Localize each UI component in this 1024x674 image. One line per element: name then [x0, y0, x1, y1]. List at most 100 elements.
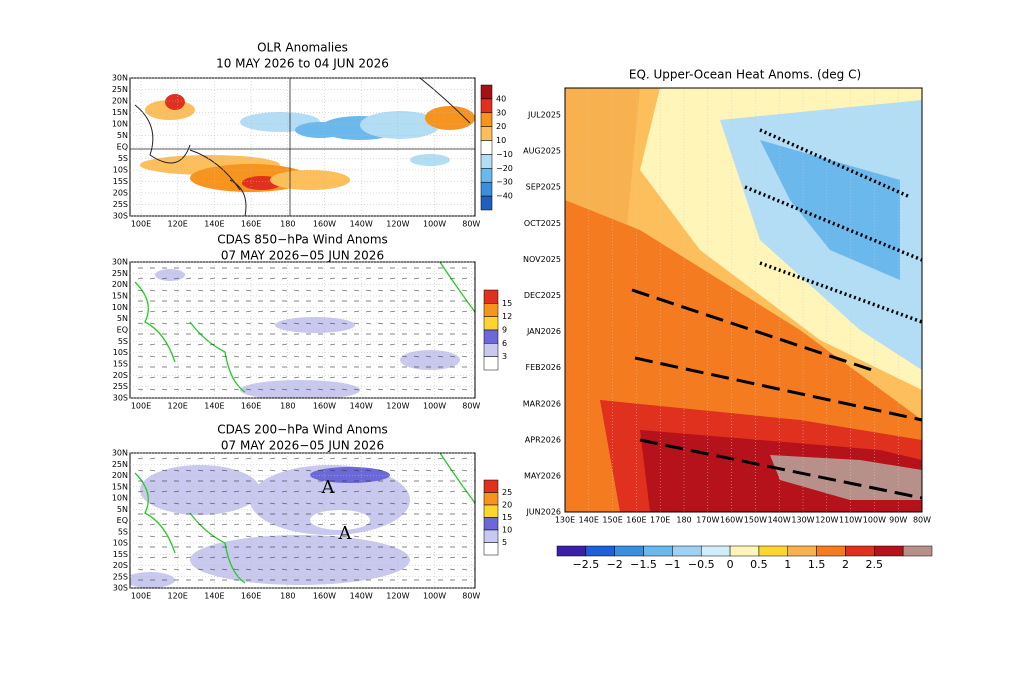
lat-label: 5N: [117, 314, 128, 323]
wind-vector: [329, 322, 336, 325]
wind-vector: [305, 535, 312, 538]
wind-vector: [401, 322, 408, 325]
lon-label: 80W: [462, 402, 480, 411]
wind-vector: [257, 556, 264, 559]
wind-vector: [233, 523, 240, 526]
colorbar-box: [643, 545, 673, 557]
lon-label: 160W: [313, 592, 336, 601]
lon-label: 80W: [913, 516, 931, 525]
wind-vector: [341, 523, 348, 526]
panel-title: 10 MAY 2026 to 04 JUN 2026: [216, 57, 389, 71]
wind-vector: [185, 535, 192, 538]
lat-label: 15N: [112, 108, 128, 117]
wind-vector: [353, 535, 360, 538]
lat-label: 20N: [112, 471, 128, 480]
wind-vector: [413, 490, 420, 493]
colorbar-box: [483, 517, 499, 531]
wind-vector: [209, 388, 216, 391]
wind-vector: [305, 343, 312, 346]
lat-label: 15S: [113, 360, 128, 369]
wind-vector: [209, 355, 216, 358]
wind-vector: [461, 388, 468, 391]
wind-vector: [413, 376, 420, 379]
wind-vector: [389, 457, 396, 460]
colorbar-label: 2: [842, 558, 849, 571]
wind-vector: [221, 502, 228, 505]
wind-vector: [377, 322, 384, 325]
wind-vector: [245, 289, 252, 292]
map-field: [130, 453, 475, 588]
wind-vector: [209, 502, 216, 505]
lon-label: 140W: [350, 220, 373, 229]
lat-label: 30N: [112, 258, 128, 267]
wind-vector: [161, 523, 168, 526]
wind-vector: [149, 535, 156, 538]
wind-vector: [221, 568, 228, 571]
wind-vector: [425, 376, 432, 379]
wind-vector: [449, 523, 456, 526]
wind-vector: [353, 457, 360, 460]
wind-vector: [329, 535, 336, 538]
wind-vector: [149, 556, 156, 559]
wind-vector: [461, 277, 468, 280]
wind-vector: [341, 568, 348, 571]
wind-vector: [317, 376, 324, 379]
wind-vector: [293, 502, 300, 505]
wind-vector: [341, 322, 348, 325]
wind-vector: [317, 490, 324, 493]
wind-vector: [173, 457, 180, 460]
lon-label: 100E: [131, 592, 151, 601]
colorbar-label: 12: [502, 312, 512, 321]
wind-vector: [437, 469, 444, 472]
wind-vector: [209, 277, 216, 280]
wind-vector: [293, 388, 300, 391]
wind-vector: [137, 376, 144, 379]
wind-vector: [413, 523, 420, 526]
wind-vector: [221, 310, 228, 313]
anomaly-region: [400, 350, 460, 370]
wind-vector: [245, 502, 252, 505]
annotation: A: [321, 477, 336, 498]
wind-vector: [173, 535, 180, 538]
wind-vector: [197, 277, 204, 280]
wind-vector: [401, 277, 408, 280]
wind-vector: [173, 376, 180, 379]
lat-label: 10N: [112, 494, 128, 503]
wind-vector: [185, 376, 192, 379]
lat-label: 25S: [113, 572, 128, 581]
wind-vector: [365, 490, 372, 493]
field-colder: [760, 140, 900, 280]
wind-vector: [401, 568, 408, 571]
wind-vector: [305, 388, 312, 391]
wind-vector: [257, 457, 264, 460]
wind-vector: [269, 277, 276, 280]
wind-vector: [173, 556, 180, 559]
wind-vector: [209, 289, 216, 292]
wind-vector: [329, 469, 336, 472]
wind-vector: [305, 469, 312, 472]
wind-vector: [293, 343, 300, 346]
colorbar-box: [483, 329, 499, 344]
dotted-trend: [744, 185, 923, 262]
wind-vector: [317, 322, 324, 325]
lon-label: 170W: [696, 516, 719, 525]
wind-vector: [137, 355, 144, 358]
wind-vector: [377, 523, 384, 526]
colorbar-box: [672, 545, 702, 557]
wind-vector: [269, 322, 276, 325]
wind-vector: [449, 310, 456, 313]
wind-vector: [221, 490, 228, 493]
wind-vector: [377, 310, 384, 313]
wind-vector: [437, 388, 444, 391]
wind-vector: [341, 277, 348, 280]
lon-label: 140W: [350, 592, 373, 601]
lon-label: 100E: [131, 220, 151, 229]
wind-vector: [197, 523, 204, 526]
wind-vector: [389, 568, 396, 571]
wind-vector: [233, 469, 240, 472]
lat-label: 30N: [112, 74, 128, 83]
wind-vector: [149, 376, 156, 379]
wind-vector: [353, 376, 360, 379]
lon-label: 140W: [768, 516, 791, 525]
wind-vector: [161, 343, 168, 346]
